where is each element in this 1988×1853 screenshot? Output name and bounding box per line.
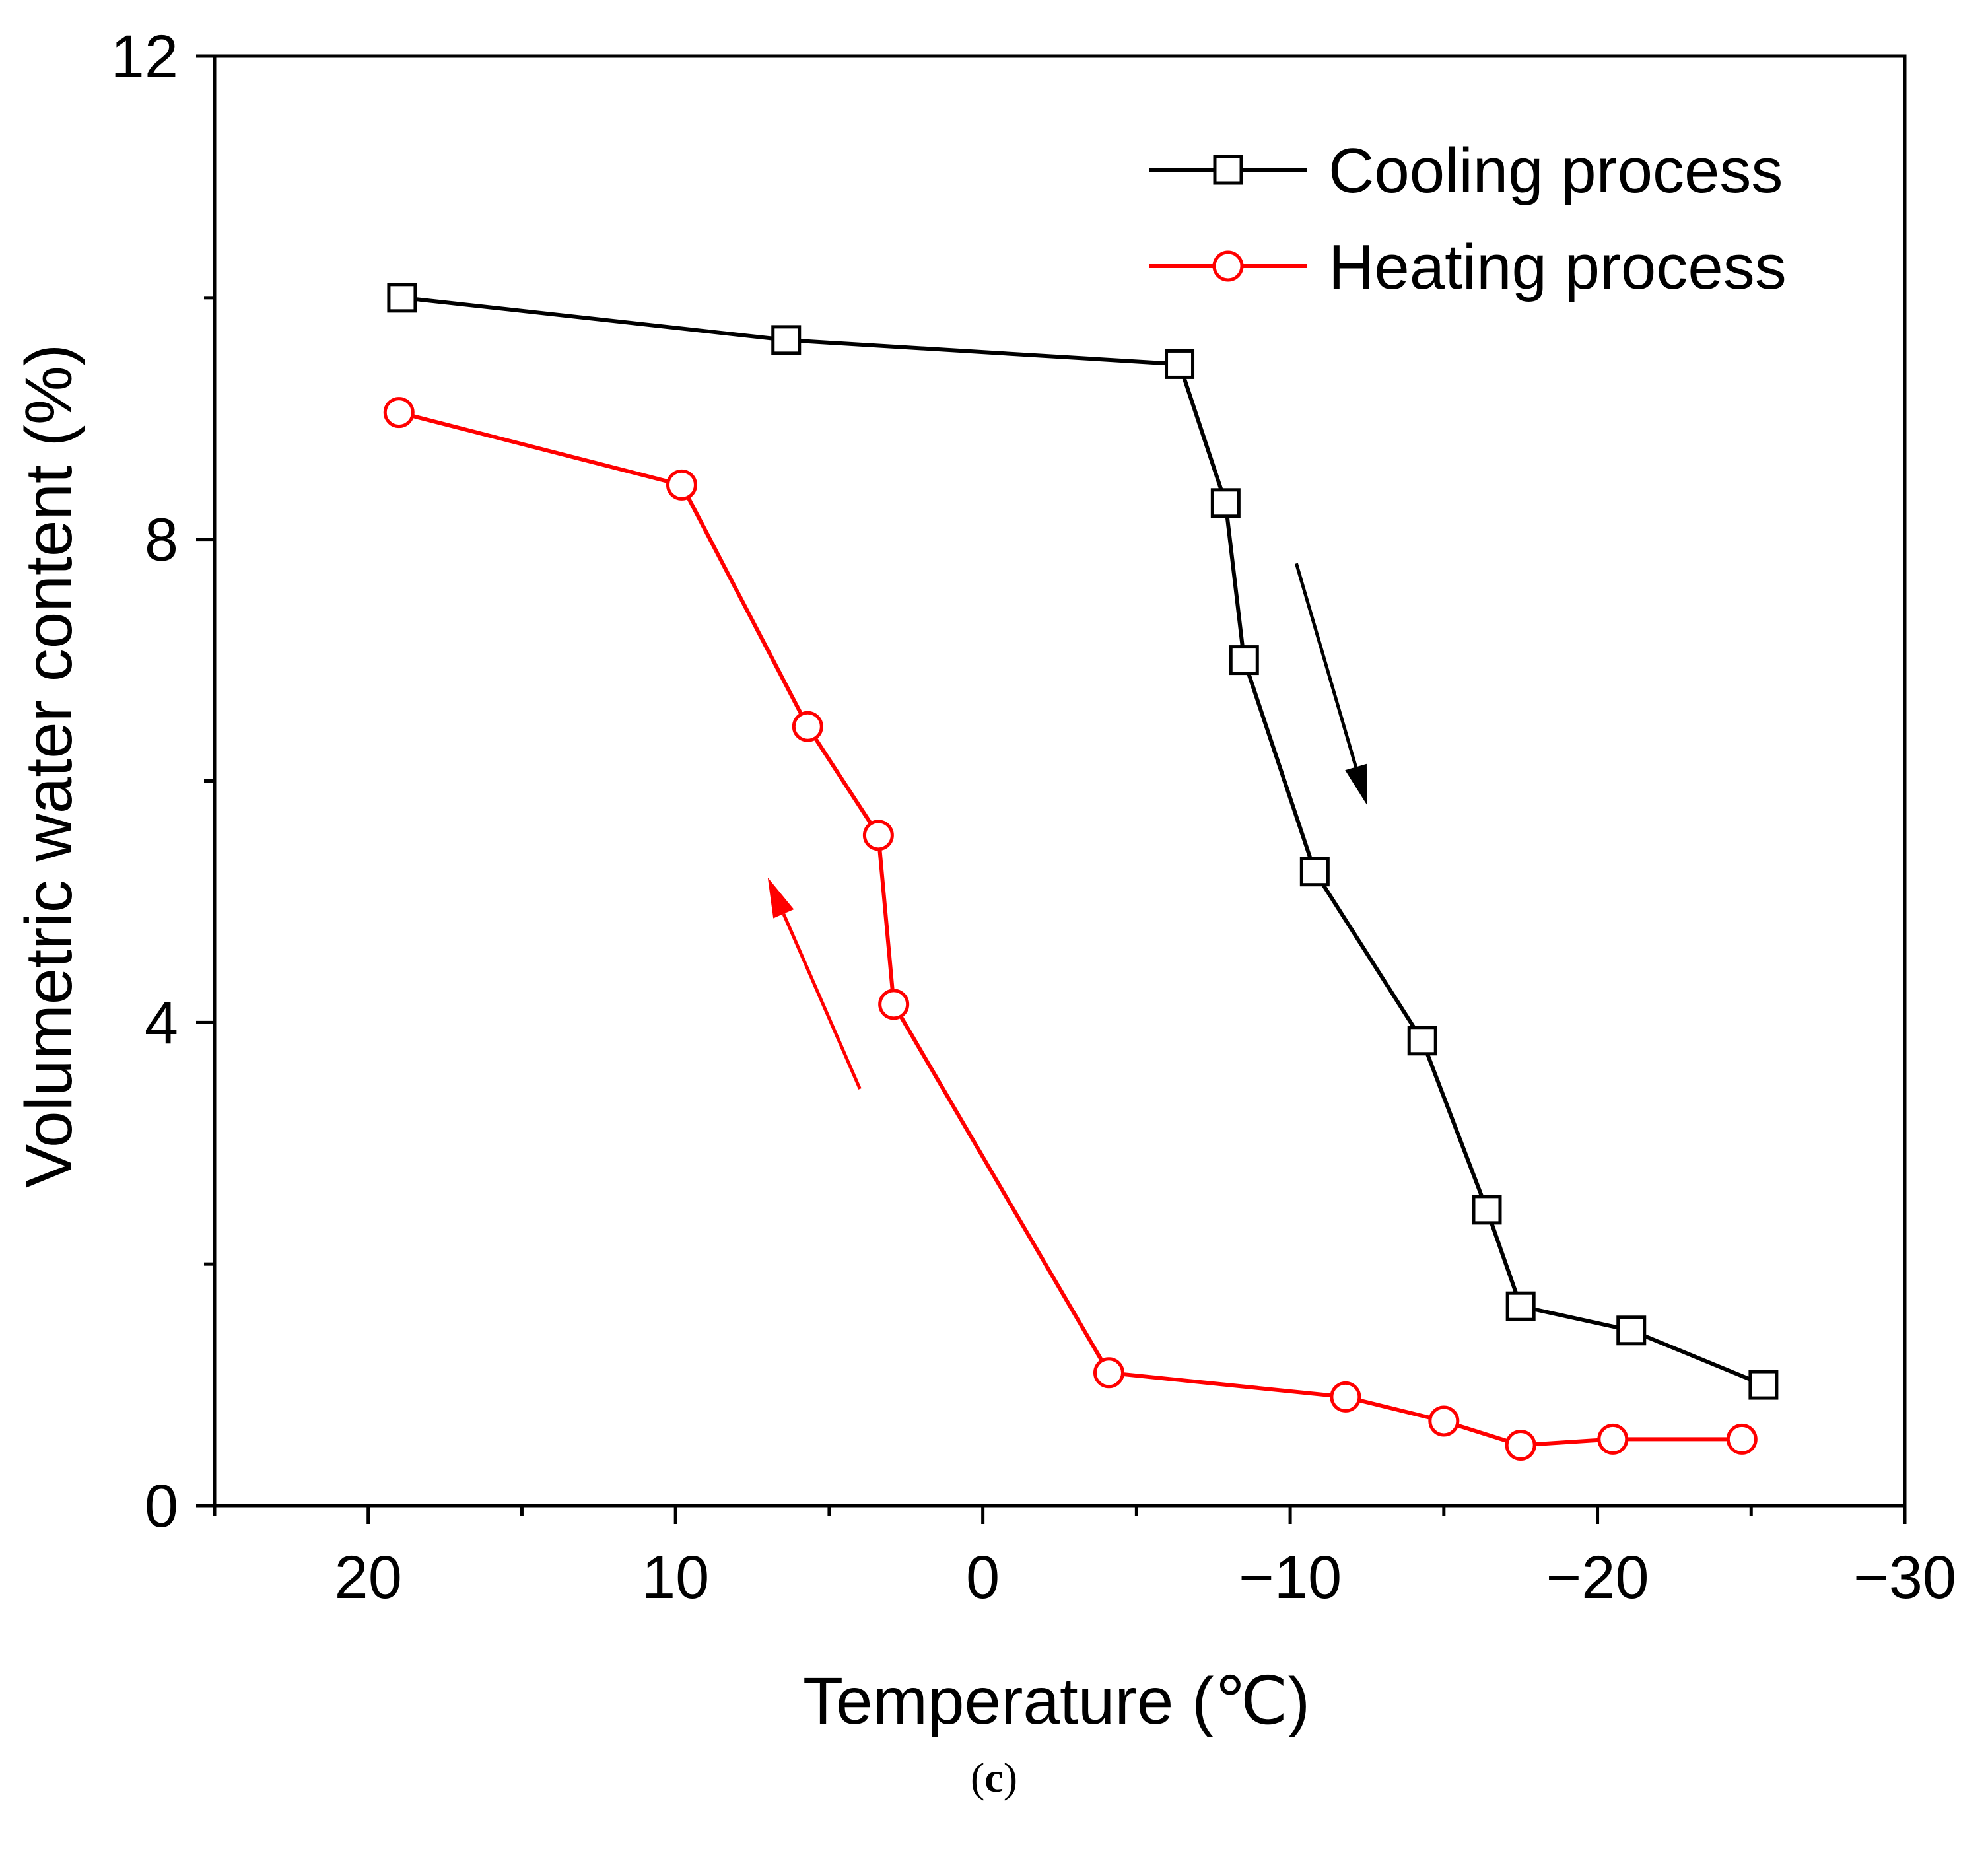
data-point bbox=[792, 711, 823, 742]
data-point bbox=[1616, 1315, 1647, 1346]
legend-item: Heating process bbox=[1149, 232, 1787, 302]
data-point bbox=[862, 820, 894, 851]
data-point bbox=[878, 989, 910, 1020]
trend-arrow-shaft bbox=[1295, 563, 1358, 768]
series-cooling-process bbox=[387, 283, 1779, 1400]
series-line bbox=[401, 295, 1765, 1387]
annotations bbox=[767, 563, 1367, 1090]
figure-caption: (c) bbox=[970, 1754, 1018, 1801]
x-tick-label: 20 bbox=[335, 1544, 402, 1611]
x-tick-label: 0 bbox=[966, 1544, 1000, 1611]
x-tick-label: −10 bbox=[1239, 1544, 1342, 1611]
data-point bbox=[387, 283, 417, 313]
legend-label: Cooling process bbox=[1328, 135, 1783, 206]
trend-arrow-head bbox=[767, 877, 794, 919]
legend: Cooling process Heating process bbox=[1149, 135, 1787, 302]
x-axis-label: Temperature (℃) bbox=[803, 1664, 1310, 1738]
data-point bbox=[1210, 488, 1241, 518]
y-tick-label: 4 bbox=[145, 989, 178, 1057]
data-point bbox=[1505, 1291, 1536, 1321]
data-point bbox=[1165, 349, 1195, 379]
x-tick-label: 10 bbox=[642, 1544, 709, 1611]
data-point bbox=[1428, 1405, 1460, 1437]
legend-marker bbox=[1213, 155, 1243, 185]
legend-marker bbox=[1212, 250, 1244, 282]
data-point bbox=[1748, 1370, 1779, 1400]
data-point bbox=[1330, 1381, 1361, 1413]
y-tick-label: 0 bbox=[145, 1473, 178, 1540]
data-point bbox=[1726, 1423, 1758, 1455]
y-axis-label: Volumetric water content (%) bbox=[12, 344, 86, 1188]
caption-label: c bbox=[984, 1754, 1004, 1801]
trend-arrow-shaft bbox=[782, 913, 862, 1090]
series-heating-process bbox=[383, 397, 1758, 1461]
x-tick-label: −20 bbox=[1546, 1544, 1649, 1611]
series-line bbox=[398, 410, 1742, 1448]
data-point bbox=[1505, 1430, 1536, 1461]
data-point bbox=[1597, 1423, 1629, 1455]
data-point bbox=[1093, 1357, 1124, 1389]
data-point bbox=[1407, 1026, 1437, 1056]
data-point bbox=[1472, 1195, 1502, 1225]
data-series bbox=[383, 283, 1779, 1461]
legend-label: Heating process bbox=[1328, 232, 1787, 302]
legend-item: Cooling process bbox=[1149, 135, 1783, 206]
data-point bbox=[1299, 857, 1330, 887]
data-point bbox=[383, 397, 415, 429]
data-point bbox=[771, 325, 802, 355]
axes: 20 10 0 −10 −20 −30 0 4 8 12 bbox=[111, 23, 1956, 1611]
data-point bbox=[666, 469, 697, 501]
data-point bbox=[1229, 645, 1259, 676]
y-tick-label: 12 bbox=[111, 23, 178, 90]
x-tick-label: −30 bbox=[1853, 1544, 1956, 1611]
y-tick-label: 8 bbox=[145, 507, 178, 574]
trend-arrow-head bbox=[1345, 763, 1367, 806]
